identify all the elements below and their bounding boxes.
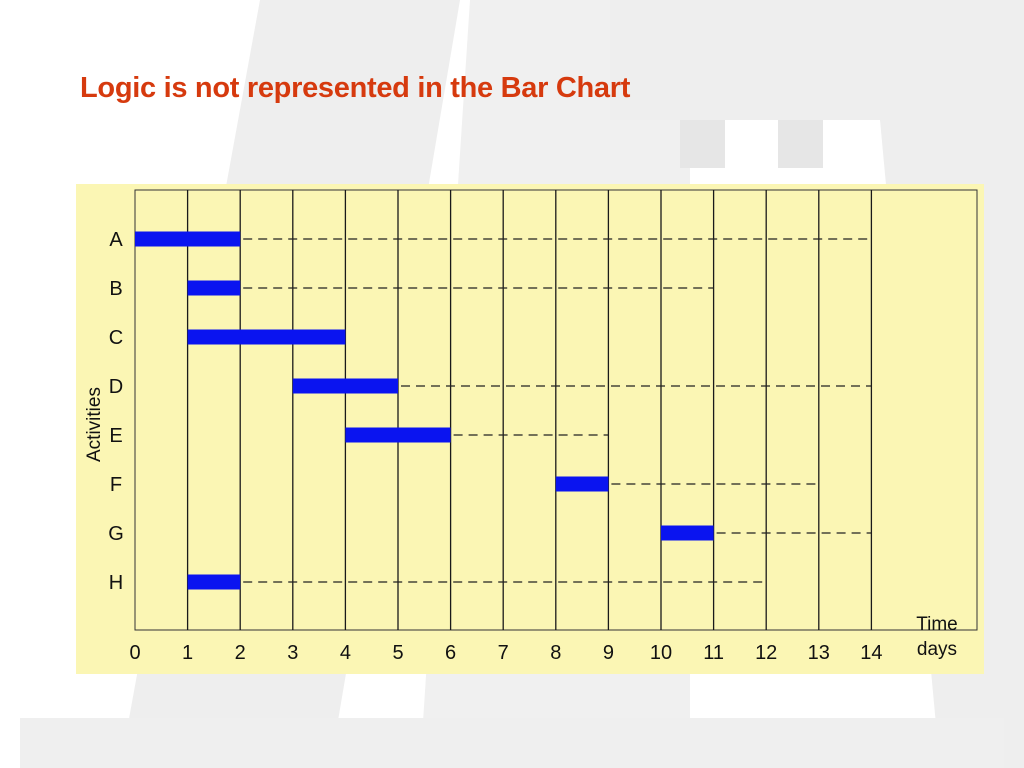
activity-bar — [187, 329, 346, 345]
activity-bar — [292, 378, 398, 394]
bg-floor — [20, 718, 1004, 768]
x-tick-label: 6 — [445, 642, 456, 664]
x-tick-label: 5 — [392, 642, 403, 664]
activity-labels: A B C D E F G H — [108, 229, 124, 594]
activity-bars — [135, 231, 714, 590]
x-tick-label: 12 — [755, 642, 777, 664]
x-axis-label-line-2: days — [917, 639, 957, 660]
activity-bar — [345, 427, 451, 443]
x-axis-label-line-1: Time — [916, 614, 958, 635]
x-tick-label: 11 — [703, 642, 724, 664]
x-tick-label: 3 — [287, 642, 298, 664]
activity-label: B — [109, 278, 122, 300]
activity-label: D — [109, 376, 123, 398]
x-tick-label: 13 — [808, 642, 830, 664]
x-tick-label: 9 — [603, 642, 614, 664]
chart-panel — [76, 184, 984, 674]
activity-label: H — [109, 572, 123, 594]
y-axis-label: Activities — [84, 387, 105, 462]
activity-label: F — [110, 474, 122, 496]
activity-bar — [661, 525, 714, 541]
activity-bar — [187, 574, 241, 590]
x-tick-labels: 0 1 2 3 4 5 6 7 8 9 10 11 12 13 14 — [129, 642, 882, 664]
x-tick-label: 1 — [182, 642, 193, 664]
x-tick-label: 2 — [235, 642, 246, 664]
x-tick-label: 0 — [129, 642, 140, 664]
activity-bar — [135, 231, 241, 247]
x-tick-label: 8 — [550, 642, 561, 664]
activity-label: C — [109, 327, 123, 349]
x-tick-label: 7 — [498, 642, 509, 664]
activity-bar — [555, 476, 609, 492]
slide-title: Logic is not represented in the Bar Char… — [80, 72, 631, 104]
x-tick-label: 4 — [340, 642, 351, 664]
x-tick-label: 10 — [650, 642, 672, 664]
bg-shape-top-right — [610, 0, 1024, 120]
activity-label: G — [108, 523, 124, 545]
activity-label: E — [109, 425, 122, 447]
bg-block-2 — [778, 120, 823, 168]
float-lines — [243, 238, 872, 583]
x-tick-label: 14 — [860, 642, 882, 664]
bg-block-1 — [680, 120, 725, 168]
activity-label: A — [109, 229, 123, 251]
activity-bar — [187, 280, 241, 296]
grid-lines — [186, 190, 873, 630]
